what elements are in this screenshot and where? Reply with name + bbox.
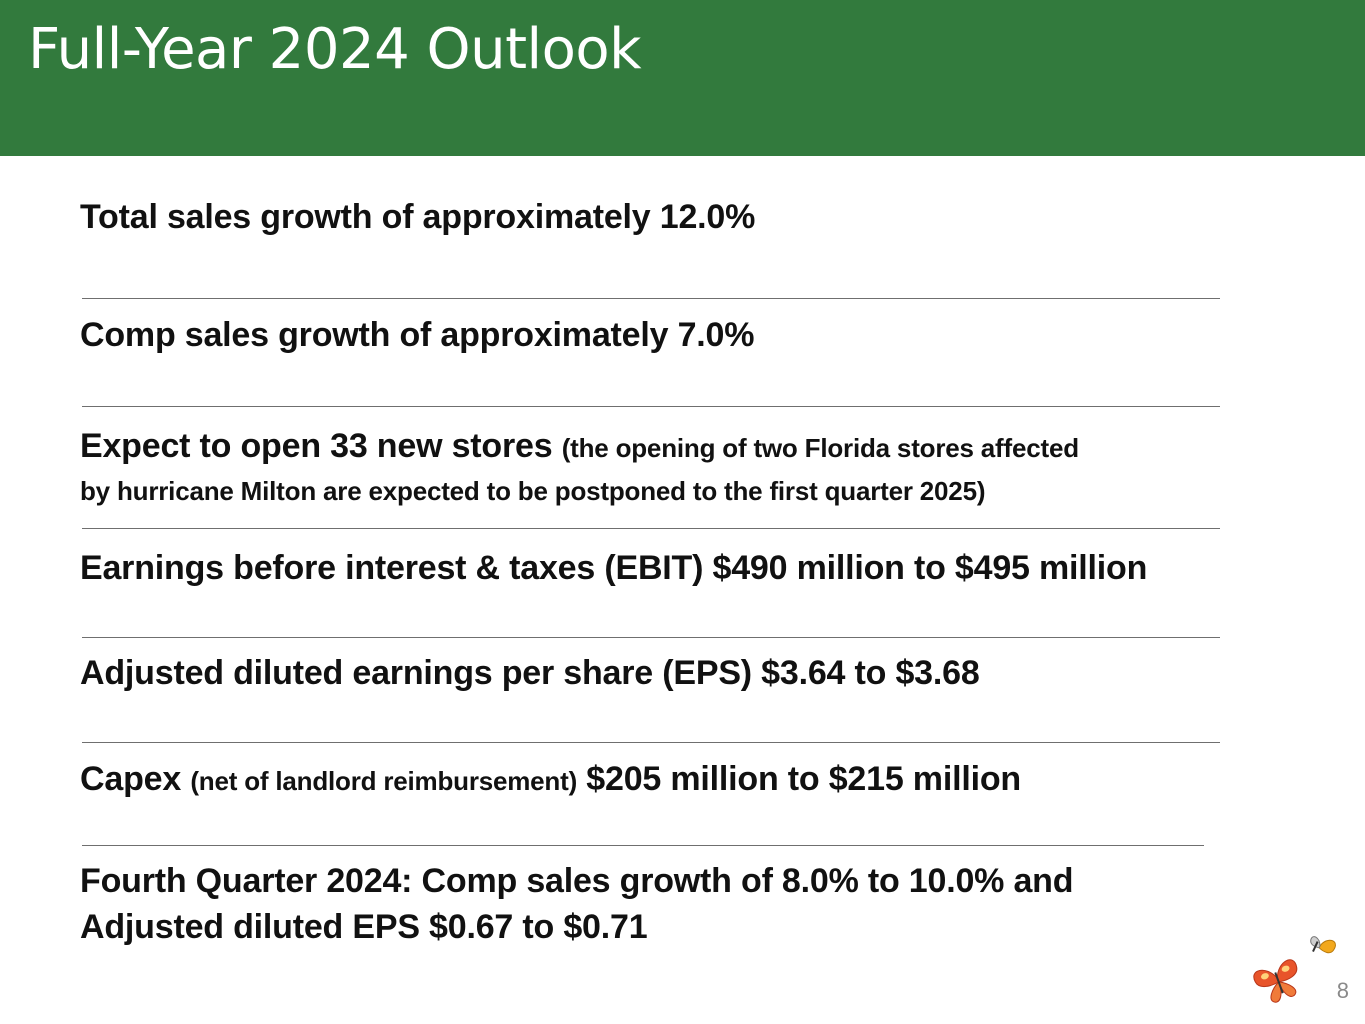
q4-line2: Adjusted diluted EPS $0.67 to $0.71 [80, 908, 648, 946]
outlook-ebit: Earnings before interest & taxes (EBIT) … [80, 549, 1148, 587]
divider [82, 742, 1220, 743]
divider [82, 528, 1220, 529]
divider [82, 637, 1220, 638]
outlook-capex: Capex (net of landlord reimbursement) $2… [80, 756, 1021, 804]
outlook-new-stores: Expect to open 33 new stores (the openin… [80, 426, 1079, 512]
new-stores-main: Expect to open 33 new stores [80, 427, 553, 465]
divider [82, 406, 1220, 407]
divider [82, 845, 1204, 846]
butterfly-large-icon [1253, 959, 1298, 1003]
divider [82, 298, 1220, 299]
outlook-comp-sales: Comp sales growth of approximately 7.0% [80, 316, 755, 354]
outlook-eps: Adjusted diluted earnings per share (EPS… [80, 654, 980, 692]
capex-value: $205 million to $215 million [586, 760, 1021, 798]
page-number: 8 [1336, 978, 1349, 1003]
capex-label: Capex [80, 760, 182, 798]
slide-title: Full-Year 2024 Outlook [28, 17, 642, 82]
butterflies-logo-icon [1253, 936, 1336, 1003]
outlook-q4: Fourth Quarter 2024: Comp sales growth o… [80, 858, 1074, 950]
new-stores-note-line2: by hurricane Milton are expected to be p… [80, 476, 986, 506]
new-stores-note-line1: (the opening of two Florida stores affec… [561, 433, 1079, 463]
capex-note: (net of landlord reimbursement) [190, 766, 578, 796]
q4-line1: Fourth Quarter 2024: Comp sales growth o… [80, 862, 1074, 900]
butterfly-small-icon [1310, 936, 1336, 954]
outlook-total-sales: Total sales growth of approximately 12.0… [80, 198, 756, 236]
title-bar: Full-Year 2024 Outlook [0, 0, 1365, 156]
